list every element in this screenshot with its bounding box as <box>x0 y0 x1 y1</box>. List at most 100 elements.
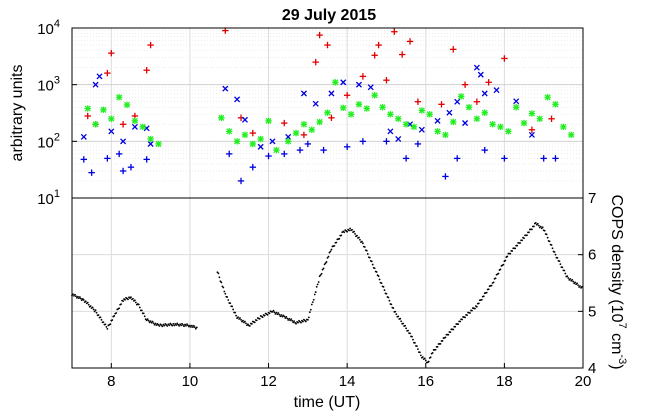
density-point <box>280 314 283 316</box>
scatter-point <box>139 123 146 131</box>
top-ytick-exp: 4 <box>54 18 60 30</box>
scatter-point <box>312 100 319 107</box>
density-point <box>151 320 154 323</box>
density-point <box>356 234 358 237</box>
density-point <box>480 298 483 301</box>
scatter-point <box>406 38 414 45</box>
density-point <box>378 278 381 281</box>
top-ytick-base: 10 <box>37 21 54 38</box>
scatter-point <box>481 109 488 116</box>
scatter-point <box>501 55 508 62</box>
scatter-point <box>355 101 363 108</box>
density-point <box>340 234 343 237</box>
top-ytick-label: 102 <box>37 131 60 151</box>
density-point <box>519 242 522 244</box>
density-point <box>86 301 89 304</box>
density-point <box>268 312 271 315</box>
bottom-xlabel: time (UT) <box>294 394 361 411</box>
density-point <box>179 323 181 326</box>
scatter-point <box>343 143 351 151</box>
density-point <box>302 320 304 323</box>
scatter-point <box>308 126 315 133</box>
scatter-point <box>155 140 162 148</box>
density-point <box>74 293 76 296</box>
scatter-point <box>233 138 241 145</box>
density-point <box>383 289 386 291</box>
density-point <box>307 316 310 319</box>
density-point <box>250 323 253 325</box>
density-point <box>348 229 351 232</box>
density-point <box>418 351 421 354</box>
density-point <box>75 295 77 298</box>
density-point <box>115 312 118 314</box>
density-point <box>87 303 90 306</box>
density-point <box>387 296 390 299</box>
scatter-point <box>387 128 394 135</box>
density-point <box>231 305 234 308</box>
scatter-point <box>241 116 248 123</box>
scatter-point <box>119 121 127 128</box>
density-point <box>439 342 442 345</box>
density-point <box>532 225 535 228</box>
scatter-point <box>320 146 327 154</box>
density-point <box>404 324 407 327</box>
scatter-point <box>398 51 406 58</box>
top-ytick-exp: 3 <box>54 75 60 87</box>
density-point <box>92 308 95 311</box>
scatter-point <box>300 90 307 97</box>
scatter-point <box>395 135 402 143</box>
density-point <box>109 323 112 326</box>
density-point <box>548 240 551 243</box>
scatter-point <box>473 64 480 71</box>
scatter-point <box>528 110 536 117</box>
scatter-point <box>367 84 374 91</box>
density-point <box>194 327 197 330</box>
density-point <box>275 311 278 314</box>
density-point <box>576 282 579 285</box>
density-point <box>276 313 279 316</box>
density-point <box>469 312 471 314</box>
density-point <box>361 242 364 245</box>
scatter-point <box>296 146 304 154</box>
density-point <box>380 282 383 285</box>
density-point <box>368 256 371 259</box>
scatter-point <box>540 155 547 162</box>
density-point <box>417 348 419 351</box>
density-point <box>297 321 299 324</box>
density-point <box>328 251 331 254</box>
scatter-point <box>131 117 139 125</box>
density-point <box>482 295 485 298</box>
scatter-point <box>300 121 308 128</box>
density-point <box>184 323 186 326</box>
density-point <box>147 319 150 322</box>
scatter-point <box>552 155 559 162</box>
bottom-ylabel-exp: 7 <box>616 323 628 329</box>
scatter-point <box>544 94 551 101</box>
scatter-point <box>265 152 272 160</box>
scatter-point <box>560 123 567 131</box>
bottom-xtick-label: 14 <box>339 373 356 390</box>
density-point <box>421 356 424 358</box>
bottom-grid <box>72 198 584 368</box>
scatter-point <box>402 155 410 162</box>
chart-title: 29 July 2015 <box>282 7 376 24</box>
density-point <box>370 260 373 263</box>
density-point <box>258 317 261 320</box>
density-point <box>189 324 191 327</box>
density-point <box>78 296 81 298</box>
density-point <box>326 256 329 259</box>
bottom-ylabel: COPS density (107 cm-3) <box>608 194 628 369</box>
scatter-point <box>312 58 319 66</box>
scatter-point <box>265 117 272 125</box>
density-point <box>335 241 338 244</box>
scatter-point <box>108 49 115 57</box>
density-point <box>537 224 540 227</box>
density-point <box>343 231 346 234</box>
density-point <box>76 295 79 298</box>
scatter-point <box>131 123 138 130</box>
density-point <box>122 300 124 303</box>
scatter-point <box>324 109 331 116</box>
density-point <box>226 296 229 298</box>
density-point <box>365 249 368 252</box>
